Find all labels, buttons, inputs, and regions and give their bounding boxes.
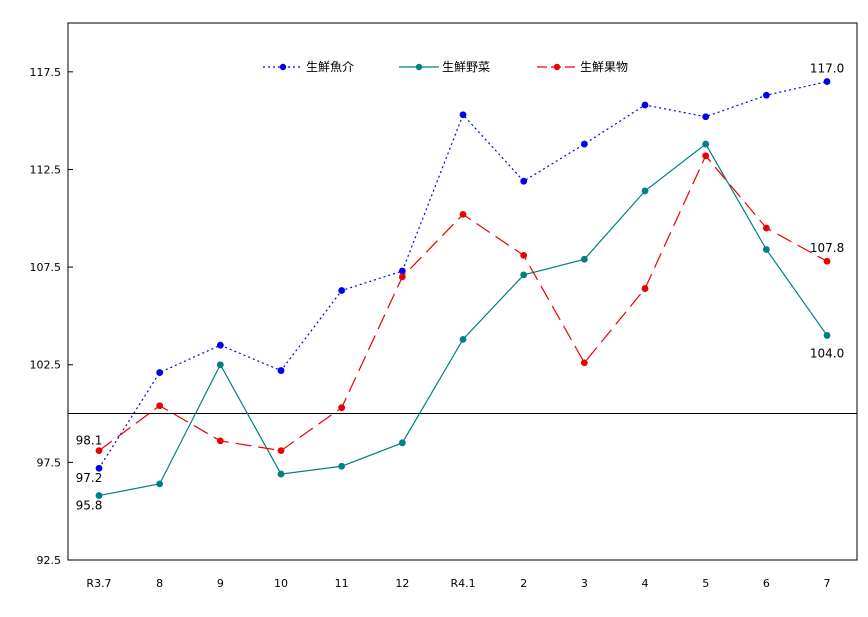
data-label: 98.1 xyxy=(76,434,103,448)
data-label: 117.0 xyxy=(810,62,844,76)
x-tick-label: 4 xyxy=(642,577,649,590)
data-point xyxy=(95,447,103,455)
data-point xyxy=(398,273,406,281)
data-label: 107.8 xyxy=(810,241,844,255)
legend-item-1: 生鮮魚介 xyxy=(263,60,354,74)
data-point xyxy=(520,177,528,185)
data-point xyxy=(277,470,285,478)
x-tick-label: 2 xyxy=(520,577,527,590)
data-point xyxy=(216,341,224,349)
data-point xyxy=(702,140,710,148)
data-point xyxy=(459,210,467,218)
data-point xyxy=(641,285,649,292)
data-point xyxy=(641,187,649,195)
data-point xyxy=(580,359,588,367)
data-point xyxy=(398,439,406,447)
data-point xyxy=(338,404,346,412)
plot-area xyxy=(67,22,858,561)
legend-swatch-marker xyxy=(279,63,287,71)
x-axis: R3.7 8 9 10 11 12 R4.1 2 3 4 5 6 7 xyxy=(86,577,830,590)
legend-label: 生鮮野菜 xyxy=(442,60,490,74)
series-layer xyxy=(95,78,831,499)
x-tick-label: 11 xyxy=(335,577,349,590)
x-tick-label: R3.7 xyxy=(86,577,111,590)
series-line xyxy=(98,80,828,469)
legend-swatch-marker xyxy=(415,63,423,71)
series-line xyxy=(98,154,828,452)
series-3 xyxy=(95,152,831,455)
data-point xyxy=(823,78,831,85)
y-tick-label: 92.5 xyxy=(37,554,62,567)
data-label: 97.2 xyxy=(76,471,103,485)
legend-item-3: 生鮮果物 xyxy=(537,60,628,74)
data-point xyxy=(762,91,770,99)
annotations: 117.0 107.8 104.0 98.1 97.2 95.8 xyxy=(76,62,845,513)
series-1 xyxy=(95,78,831,472)
data-point xyxy=(338,287,346,294)
data-point xyxy=(216,437,224,445)
data-point xyxy=(156,402,164,410)
data-point xyxy=(520,251,528,259)
x-tick-label: R4.1 xyxy=(450,577,475,590)
data-point xyxy=(762,246,770,253)
data-point xyxy=(762,224,770,232)
legend-label: 生鮮魚介 xyxy=(306,60,354,74)
y-tick-label: 112.5 xyxy=(30,163,62,176)
data-point xyxy=(156,480,164,488)
y-tick-label: 107.5 xyxy=(30,261,62,274)
data-point xyxy=(702,152,710,160)
x-tick-label: 10 xyxy=(274,577,288,590)
x-tick-label: 5 xyxy=(702,577,709,590)
plot-border xyxy=(67,22,858,561)
x-tick-label: 12 xyxy=(395,577,409,590)
data-point xyxy=(580,255,588,263)
x-tick-label: 7 xyxy=(824,577,831,590)
data-point xyxy=(216,361,224,369)
legend-swatch-marker xyxy=(553,63,561,71)
legend: 生鮮魚介 生鮮野菜 生鮮果物 xyxy=(263,60,628,74)
data-point xyxy=(520,271,528,279)
legend-label: 生鮮果物 xyxy=(580,60,628,74)
data-point xyxy=(156,369,164,376)
data-label: 95.8 xyxy=(76,499,103,513)
y-tick-label: 97.5 xyxy=(37,456,62,469)
data-point xyxy=(823,332,831,339)
data-point xyxy=(95,492,103,499)
y-tick-label: 117.5 xyxy=(30,66,62,79)
data-point xyxy=(823,257,831,265)
x-tick-label: 3 xyxy=(581,577,588,590)
data-point xyxy=(580,140,588,148)
y-axis: 92.5 97.5 102.5 107.5 112.5 117.5 xyxy=(30,66,73,567)
series-2 xyxy=(95,140,831,499)
data-point xyxy=(277,447,285,455)
y-tick-label: 102.5 xyxy=(30,359,62,372)
data-point xyxy=(277,367,285,374)
x-tick-label: 6 xyxy=(763,577,770,590)
data-point xyxy=(338,462,346,470)
x-tick-label: 9 xyxy=(217,577,224,590)
data-point xyxy=(641,101,649,109)
data-point xyxy=(95,464,103,472)
series-line xyxy=(98,143,828,497)
data-point xyxy=(398,267,406,275)
data-label: 104.0 xyxy=(810,346,844,360)
data-point xyxy=(702,113,710,121)
data-point xyxy=(459,111,467,119)
data-point xyxy=(459,335,467,343)
legend-item-2: 生鮮野菜 xyxy=(399,60,490,74)
x-tick-label: 8 xyxy=(156,577,163,590)
